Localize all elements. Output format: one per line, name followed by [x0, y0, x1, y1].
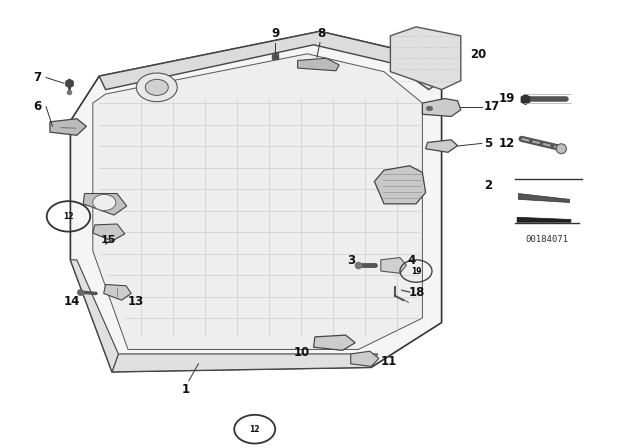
Polygon shape	[381, 258, 406, 273]
Circle shape	[145, 79, 168, 95]
Text: 12: 12	[499, 137, 515, 150]
Polygon shape	[422, 99, 461, 116]
Text: 6: 6	[33, 100, 42, 113]
Text: 12: 12	[63, 212, 74, 221]
Text: 00184071: 00184071	[525, 235, 569, 244]
Text: 19: 19	[499, 92, 515, 105]
Polygon shape	[374, 166, 426, 204]
Text: 8: 8	[317, 27, 325, 40]
Text: 14: 14	[64, 294, 81, 308]
Polygon shape	[50, 119, 86, 135]
Polygon shape	[83, 194, 127, 215]
Polygon shape	[314, 335, 355, 350]
Text: 19: 19	[411, 267, 421, 276]
Polygon shape	[298, 58, 339, 71]
Ellipse shape	[556, 144, 566, 154]
Polygon shape	[93, 224, 125, 241]
Text: 10: 10	[294, 346, 310, 359]
Circle shape	[136, 73, 177, 102]
Circle shape	[93, 194, 116, 211]
Text: 17: 17	[484, 100, 500, 113]
Text: 5: 5	[484, 137, 492, 150]
Text: 18: 18	[408, 285, 425, 299]
Text: 9: 9	[271, 27, 279, 40]
Text: 3: 3	[347, 254, 355, 267]
Polygon shape	[93, 54, 422, 349]
Text: 1: 1	[182, 383, 189, 396]
Polygon shape	[351, 351, 379, 366]
Polygon shape	[517, 217, 571, 222]
Text: 2: 2	[484, 179, 492, 193]
Polygon shape	[426, 140, 458, 152]
Polygon shape	[70, 31, 442, 372]
Polygon shape	[112, 354, 378, 372]
Polygon shape	[104, 284, 131, 300]
Polygon shape	[70, 260, 118, 372]
Text: 15: 15	[101, 235, 116, 245]
Text: 13: 13	[128, 294, 144, 308]
Polygon shape	[390, 27, 461, 90]
Text: 7: 7	[33, 71, 42, 84]
Text: 20: 20	[470, 48, 486, 61]
Text: 12: 12	[250, 425, 260, 434]
Text: 4: 4	[408, 254, 416, 267]
Text: 11: 11	[381, 355, 397, 368]
Polygon shape	[99, 31, 442, 90]
Polygon shape	[518, 194, 570, 202]
